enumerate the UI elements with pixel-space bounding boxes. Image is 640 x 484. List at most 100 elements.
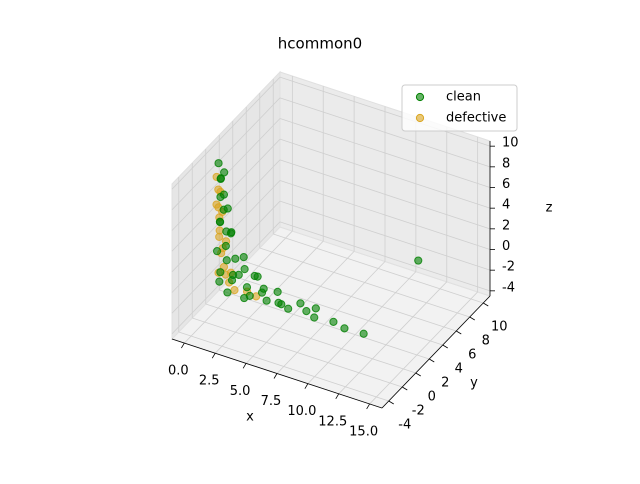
point [273, 287, 282, 296]
legend-label: clean [446, 90, 481, 105]
point [302, 307, 311, 316]
grid-line [178, 331, 389, 402]
tick-mark [442, 344, 448, 349]
grid-line [279, 118, 491, 188]
point [220, 168, 229, 177]
y-tick-label: 10 [491, 320, 508, 335]
grid-line [279, 221, 491, 292]
point [284, 304, 293, 313]
x-axis [171, 338, 383, 409]
tick-mark [366, 403, 370, 410]
point [215, 277, 224, 286]
y-tick-label: -2 [412, 404, 425, 419]
point [215, 217, 224, 226]
point [214, 185, 223, 194]
grid-line [276, 261, 386, 374]
point [216, 268, 225, 277]
point [242, 283, 252, 292]
point [222, 256, 231, 265]
grid-line [259, 247, 470, 318]
point [253, 272, 262, 281]
grid-line [171, 76, 281, 190]
x-tick-label: 5.0 [230, 384, 251, 399]
chart-title: hcommon0 [278, 35, 362, 53]
grid-line [184, 230, 293, 344]
point [239, 252, 248, 262]
point [215, 232, 224, 242]
point [214, 159, 223, 168]
grid-line [279, 180, 491, 250]
grid-line [214, 240, 324, 354]
legend-box [401, 84, 518, 132]
grid-line [232, 275, 443, 346]
z-tick-label: -4 [502, 280, 515, 295]
tick-mark [469, 316, 475, 321]
point [230, 286, 239, 295]
z-tick-label: 6 [502, 177, 510, 192]
point [296, 299, 305, 308]
z-tick-label: 0 [502, 239, 510, 254]
z-tick-label: 8 [502, 156, 510, 171]
tick-mark [415, 372, 421, 377]
x-tick-label: 0.0 [168, 364, 189, 379]
legend-label: defective [446, 111, 506, 126]
point [216, 192, 225, 202]
grid-line [192, 317, 403, 388]
grid-line [279, 200, 491, 271]
grid-line [205, 303, 416, 374]
point [240, 265, 249, 274]
point [262, 296, 271, 305]
x-tick-label: 10.0 [287, 404, 316, 419]
x-tick-label: 15.0 [349, 424, 378, 439]
grid-line [279, 159, 491, 230]
point [216, 174, 225, 184]
point [359, 329, 368, 338]
tick-mark [211, 353, 216, 359]
tick-mark [429, 358, 435, 363]
tick-mark [456, 330, 462, 335]
point [221, 241, 230, 251]
y-tick-label: 4 [455, 362, 463, 377]
point [223, 288, 232, 297]
tick-mark [335, 393, 340, 399]
y-tick-label: -4 [398, 418, 411, 433]
y-axis [381, 295, 491, 409]
grid-line [369, 291, 478, 405]
y-axis-label: y [470, 376, 478, 391]
point [329, 317, 338, 326]
grid-line [279, 97, 491, 168]
point [227, 276, 237, 285]
tick-mark [304, 383, 309, 389]
point [212, 247, 222, 256]
grid-line [273, 233, 484, 304]
grid-line [246, 261, 457, 332]
point [219, 205, 228, 214]
grid-line [279, 76, 491, 147]
x-tick-label: 2.5 [199, 374, 220, 389]
grid-line [171, 180, 281, 293]
tick-mark [388, 400, 394, 405]
y-tick-label: 0 [428, 390, 436, 405]
z-tick-label: -2 [502, 260, 515, 275]
grid-line [307, 271, 417, 384]
legend-marker [415, 113, 425, 123]
point [414, 256, 423, 265]
tick-mark [402, 386, 408, 391]
point [227, 228, 236, 237]
tick-mark [273, 373, 278, 379]
y-tick-label: 6 [468, 348, 476, 363]
point [240, 293, 249, 303]
z-tick-label: 2 [502, 218, 510, 233]
y-tick-label: 8 [482, 334, 490, 349]
grid-line [338, 281, 448, 395]
point [311, 304, 320, 313]
z-axis-label: z [546, 201, 553, 216]
grid-line [219, 289, 430, 360]
x-tick-label: 7.5 [261, 394, 282, 409]
point [310, 313, 319, 322]
x-axis-label: x [246, 410, 254, 425]
tick-mark [181, 342, 185, 349]
tick-mark [242, 363, 247, 369]
point [277, 300, 286, 309]
